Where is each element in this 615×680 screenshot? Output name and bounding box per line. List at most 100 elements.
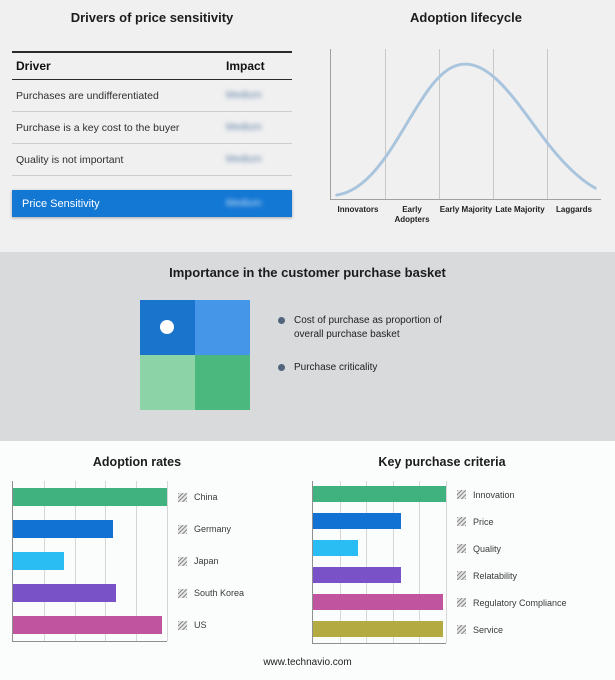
legend-item: US (178, 609, 244, 641)
legend-label: Price (473, 516, 494, 527)
footer-url: www.technavio.com (263, 657, 352, 668)
purchase-basket-quadrant (140, 300, 250, 410)
legend-item: Japan (178, 545, 244, 577)
gridline (385, 49, 386, 199)
legend-label: China (194, 492, 218, 502)
bar-regulatory-compliance (313, 594, 444, 610)
bar-relatability (313, 567, 401, 583)
bar-quality (313, 540, 359, 556)
legend-label: Purchase criticality (294, 362, 378, 373)
stage-label: Early Majority (439, 205, 493, 214)
hatch-swatch-icon (457, 625, 466, 634)
gridline (136, 481, 138, 641)
hatch-swatch-icon (457, 598, 466, 607)
legend-item: Service (457, 616, 567, 643)
bar-china (13, 488, 167, 506)
stage-label: Innovators (337, 205, 379, 214)
legend-label: Quality (473, 543, 502, 554)
legend-label: Regulatory Compliance (473, 597, 567, 608)
stage-label: Early Adopters (394, 205, 430, 224)
adoption-lifecycle-panel: Adoption lifecycle Innovators Early Adop… (330, 10, 602, 224)
gridline (439, 49, 440, 199)
legend-label: Germany (194, 524, 232, 534)
driver-cell: Purchase is a key cost to the buyer (16, 121, 180, 134)
driver-cell: Purchases are undifferentiated (16, 89, 159, 102)
basket-title: Importance in the customer purchase bask… (169, 265, 446, 280)
legend-label: US (194, 620, 207, 630)
quadrant-bottom-right (195, 355, 250, 410)
legend-label: Service (473, 624, 504, 635)
hatch-swatch-icon (457, 490, 466, 499)
legend-label: Relatability (473, 570, 518, 581)
bar-service (313, 621, 444, 637)
table-row: Purchase is a key cost to the buyer Medi… (12, 112, 292, 144)
bar-innovation (313, 486, 446, 502)
impact-cell-blurred: Medium (226, 154, 262, 165)
table-row: Purchases are undifferentiated Medium (12, 80, 292, 112)
driver-cell: Quality is not important (16, 153, 124, 166)
bar-south-korea (13, 584, 117, 602)
position-dot (160, 320, 174, 334)
gridline (105, 481, 107, 641)
key-purchase-criteria-panel: Key purchase criteria (312, 455, 612, 644)
legend-label: Cost of purchase as proportion of overal… (294, 315, 442, 340)
gridline (547, 49, 548, 199)
gridline (493, 49, 494, 199)
top-section: Drivers of price sensitivity Driver Impa… (0, 0, 615, 252)
quadrant-bottom-left (140, 355, 195, 410)
gridline (339, 481, 341, 643)
col-header-driver: Driver (16, 59, 51, 73)
bullet-icon (278, 317, 285, 324)
purchase-basket-section: Importance in the customer purchase bask… (0, 252, 615, 441)
hatch-swatch-icon (178, 620, 187, 630)
hatch-swatch-icon (457, 517, 466, 526)
hatch-swatch-icon (178, 524, 187, 534)
driver-cell: Price Sensitivity (22, 197, 100, 210)
hatch-swatch-icon (457, 571, 466, 580)
basket-legend: Cost of purchase as proportion of overal… (278, 314, 493, 395)
legend-item: Quality (457, 535, 567, 562)
adoption-rates-legend: China Germany Japan South Korea (178, 481, 244, 641)
impact-cell-blurred: Medium (226, 122, 262, 133)
hatch-swatch-icon (178, 492, 187, 502)
legend-label: Innovation (473, 489, 515, 500)
hatch-swatch-icon (457, 544, 466, 553)
hatch-swatch-icon (178, 588, 187, 598)
bottom-section: Adoption rates (0, 441, 615, 680)
bar-price (313, 513, 401, 529)
lifecycle-stage-labels: Innovators Early Adopters Early Majority… (331, 200, 601, 224)
adoption-rates-chart (12, 481, 168, 642)
lifecycle-title: Adoption lifecycle (410, 10, 522, 25)
legend-item: Price (457, 508, 567, 535)
legend-label: South Korea (194, 588, 245, 598)
gridline (167, 481, 168, 641)
drivers-panel: Drivers of price sensitivity Driver Impa… (12, 10, 292, 217)
legend-item: Regulatory Compliance (457, 589, 567, 616)
adoption-rates-title: Adoption rates (92, 455, 182, 469)
legend-item: South Korea (178, 577, 244, 609)
impact-cell-blurred: Medium (226, 198, 262, 209)
legend-item: Germany (178, 513, 244, 545)
legend-item: Innovation (457, 481, 567, 508)
bullet-icon (278, 364, 285, 371)
gridline (74, 481, 76, 641)
impact-cell-blurred: Medium (226, 90, 262, 101)
drivers-title: Drivers of price sensitivity (70, 10, 234, 25)
stage-label: Late Majority (495, 205, 545, 214)
legend-item: Purchase criticality (278, 361, 493, 375)
legend-item: Cost of purchase as proportion of overal… (278, 314, 493, 341)
price-sensitivity-row: Price Sensitivity Medium (12, 190, 292, 217)
adoption-rates-panel: Adoption rates (12, 455, 292, 642)
gridline (419, 481, 421, 643)
bell-curve-chart (330, 49, 601, 200)
col-header-impact: Impact (226, 59, 265, 73)
table-row: Quality is not important Medium (12, 144, 292, 176)
key-purchase-criteria-legend: Innovation Price Quality Relatability (457, 481, 567, 643)
legend-item: Relatability (457, 562, 567, 589)
gridline (392, 481, 394, 643)
key-purchase-criteria-chart (312, 481, 447, 644)
bar-germany (13, 520, 114, 538)
bar-japan (13, 552, 64, 570)
legend-item: China (178, 481, 244, 513)
